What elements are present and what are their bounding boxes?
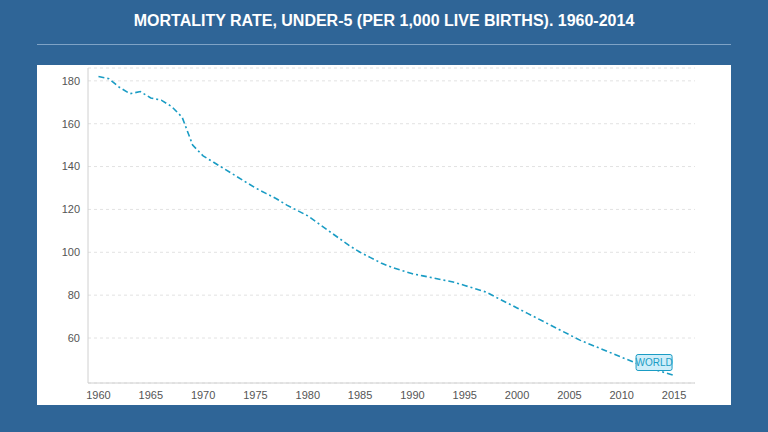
svg-text:60: 60 <box>68 332 80 344</box>
svg-text:180: 180 <box>62 75 80 87</box>
svg-text:2010: 2010 <box>609 389 633 401</box>
svg-text:160: 160 <box>62 118 80 130</box>
svg-text:2005: 2005 <box>557 389 581 401</box>
svg-text:80: 80 <box>68 289 80 301</box>
svg-text:WORLD: WORLD <box>635 357 672 368</box>
svg-text:1975: 1975 <box>243 389 267 401</box>
svg-text:100: 100 <box>62 246 80 258</box>
svg-text:1960: 1960 <box>86 389 110 401</box>
svg-text:1985: 1985 <box>348 389 372 401</box>
svg-text:1990: 1990 <box>400 389 424 401</box>
svg-text:1965: 1965 <box>139 389 163 401</box>
html-text:MORTALITY RATE, UNDER-5 (PER 1: MORTALITY RATE, UNDER-5 (PER 1,000 LIVE … <box>133 12 635 29</box>
svg-text:2000: 2000 <box>505 389 529 401</box>
svg-text:140: 140 <box>62 160 80 172</box>
svg-text:120: 120 <box>62 203 80 215</box>
svg-text:1970: 1970 <box>191 389 215 401</box>
svg-text:2015: 2015 <box>662 389 686 401</box>
svg-text:1980: 1980 <box>296 389 320 401</box>
svg-text:1995: 1995 <box>453 389 477 401</box>
